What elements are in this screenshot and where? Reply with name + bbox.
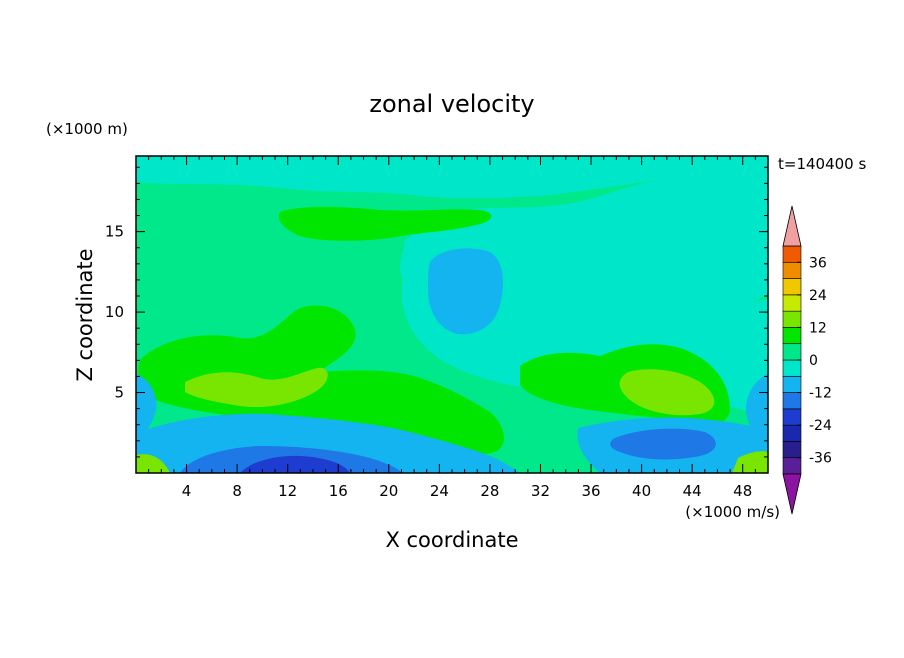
colorbar-tick-label: -24 (809, 418, 832, 434)
x-tick-label: 8 (232, 482, 242, 500)
colorbar: 36 24 12 0 -12 -24 -36 (782, 205, 832, 515)
x-tick-label: 44 (683, 482, 702, 500)
x-tick-label: 28 (480, 482, 499, 500)
colorbar-segment (782, 343, 802, 361)
colorbar-segment (782, 359, 802, 377)
colorbar-segment (782, 457, 802, 475)
colorbar-tick-label: 24 (809, 288, 827, 304)
colorbar-segment (782, 294, 802, 312)
colorbar-segment (782, 392, 802, 410)
time-label: t=140400 s (778, 155, 866, 173)
y-tick-label: 15 (105, 223, 124, 241)
chart-title: zonal velocity (369, 90, 534, 118)
colorbar-segment (782, 278, 802, 296)
y-axis-label: Z coordinate (73, 248, 97, 381)
field-region-right-edge-negative (745, 374, 768, 442)
colorbar-tick-label: 36 (809, 255, 827, 271)
x-tick-label: 48 (733, 482, 752, 500)
y-tick-label: 10 (105, 303, 124, 321)
colorbar-tick-label: -12 (809, 386, 832, 402)
colorbar-under-triangle (782, 473, 802, 515)
field-region-bottom-right-positive (732, 451, 768, 473)
colorbar-segment (782, 245, 802, 263)
y-tick-label: 5 (114, 384, 124, 402)
field-region-bottom-right-core (610, 428, 716, 460)
field-region-left-edge-negative (136, 374, 157, 440)
colorbar-tick-label: -36 (809, 451, 832, 467)
colorbar-tick-label: 12 (809, 320, 827, 336)
colorbar-segment (782, 310, 802, 328)
x-tick-label: 4 (182, 482, 192, 500)
colorbar-segment (782, 441, 802, 459)
field-region-bottom-core (240, 455, 350, 473)
x-tick-label: 20 (379, 482, 398, 500)
field-region-right-jet-core (619, 369, 715, 416)
field-region-upper-left-streak (278, 206, 492, 241)
colorbar-segment (782, 408, 802, 426)
colorbar-segment (782, 327, 802, 345)
field-region-plume-core (428, 248, 503, 335)
colorbar-over-triangle (782, 205, 802, 247)
x-tick-label: 36 (581, 482, 600, 500)
colorbar-segment (782, 375, 802, 393)
x-axis-label: X coordinate (385, 528, 518, 552)
x-tick-label: 32 (531, 482, 550, 500)
field-region-central-jet-core (185, 367, 328, 408)
x-tick-label: 16 (329, 482, 348, 500)
x-axis-ticks: 4 8 12 16 20 24 28 32 36 40 44 48 (148, 156, 756, 500)
x-tick-label: 12 (278, 482, 297, 500)
x-unit-label: (×1000 m/s) (685, 503, 780, 521)
x-tick-label: 24 (430, 482, 449, 500)
field-region-bottom-left-positive (136, 454, 170, 473)
x-tick-label: 40 (632, 482, 651, 500)
colorbar-tick-label: 0 (809, 353, 818, 369)
y-unit-label: (×1000 m) (46, 120, 128, 138)
colorbar-segment (782, 261, 802, 279)
colorbar-segment (782, 424, 802, 442)
contour-field (136, 156, 768, 473)
y-axis-ticks: 5 10 15 (105, 166, 768, 458)
